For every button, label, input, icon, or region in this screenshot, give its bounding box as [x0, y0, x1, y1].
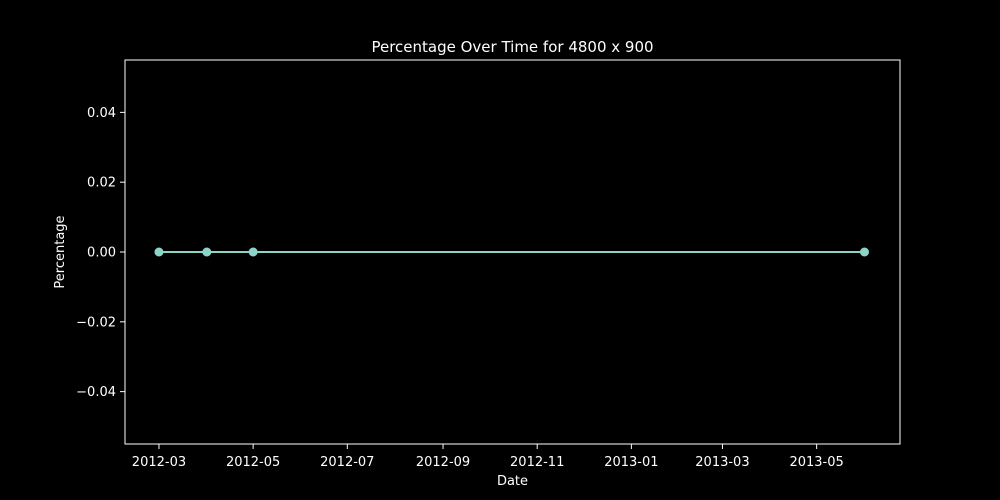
- y-tick-label: 0.00: [87, 246, 116, 261]
- y-tick-label: 0.04: [87, 106, 116, 121]
- x-axis-label: Date: [497, 474, 528, 489]
- data-point: [248, 247, 258, 257]
- chart-title: Percentage Over Time for 4800 x 900: [371, 38, 653, 56]
- x-tick-label: 2012-09: [416, 455, 470, 470]
- x-tick-label: 2013-01: [604, 455, 658, 470]
- y-axis-label: Percentage: [53, 215, 68, 288]
- x-tick-label: 2012-03: [132, 455, 186, 470]
- x-tick-label: 2013-05: [789, 455, 843, 470]
- y-axis: −0.04 −0.02 0.00 0.02 0.04: [76, 106, 125, 400]
- x-axis: 2012-03 2012-05 2012-07 2012-09 2012-11 2013-…: [132, 444, 844, 470]
- y-tick-label: 0.02: [87, 176, 116, 191]
- x-tick-label: 2012-07: [320, 455, 374, 470]
- x-tick-label: 2012-11: [510, 455, 564, 470]
- x-tick-label: 2012-05: [226, 455, 280, 470]
- data-point: [202, 247, 212, 257]
- x-tick-label: 2013-03: [695, 455, 749, 470]
- data-point: [154, 247, 164, 257]
- plot-area: [154, 247, 869, 257]
- data-point: [859, 247, 869, 257]
- y-tick-label: −0.04: [76, 385, 116, 400]
- y-tick-label: −0.02: [76, 315, 116, 330]
